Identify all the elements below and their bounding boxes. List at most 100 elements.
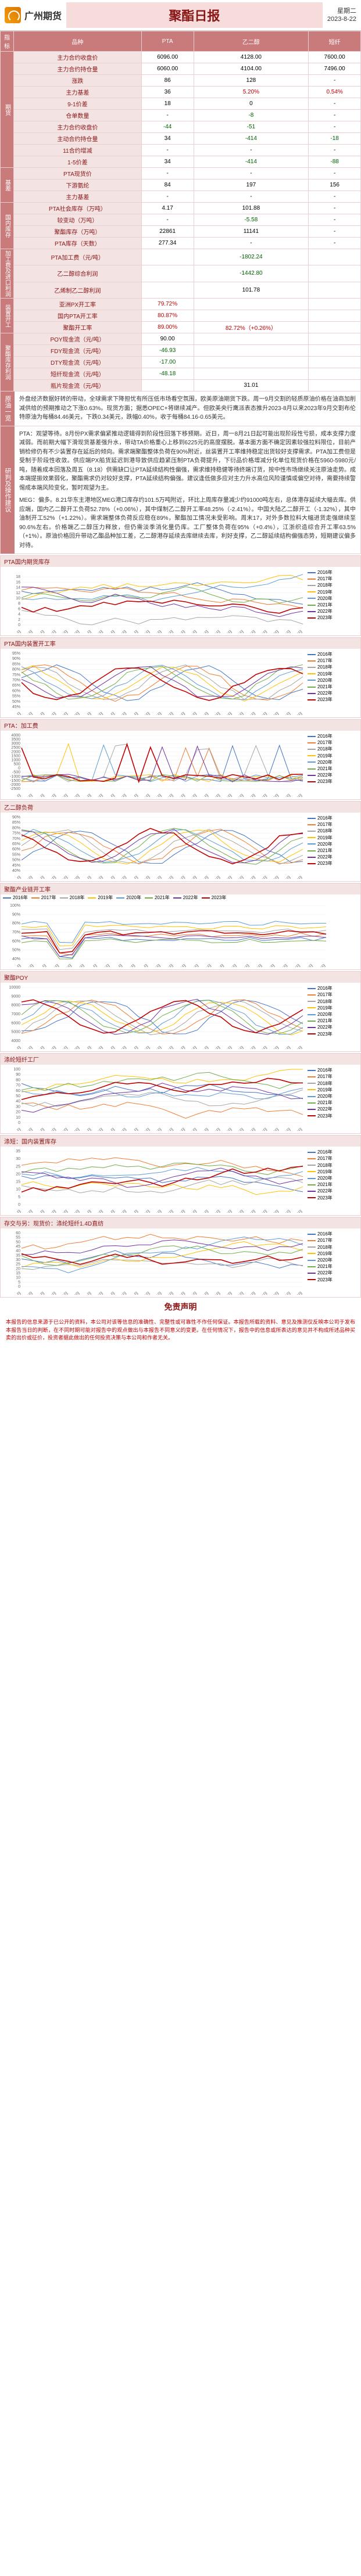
legend-item: 2021年 — [308, 1100, 333, 1106]
header: 广州期货 聚酯日报 星期二 2023-8-22 — [0, 0, 361, 31]
svg-text:15: 15 — [16, 1271, 20, 1276]
svg-text:1月1日: 1月1日 — [9, 1046, 22, 1050]
chart-canvas: 0510152025303540455055601月1日1月16日1月31日2月… — [3, 1231, 305, 1295]
svg-text:10: 10 — [16, 597, 20, 601]
cell: 4104.00 — [194, 63, 309, 75]
svg-text:4: 4 — [18, 613, 20, 617]
legend-item: 2016年 — [308, 1231, 333, 1237]
cell — [309, 310, 361, 322]
chart-title: PTA国内期货库存 — [1, 556, 360, 567]
svg-text:1月31日: 1月31日 — [33, 964, 48, 968]
legend-item: 2019年 — [308, 1087, 333, 1093]
legend-item: 2017年 — [308, 1073, 333, 1080]
legend-item: 2016年 — [3, 894, 28, 901]
legend-label: 2023年 — [317, 860, 333, 867]
row-name: 主力合约收盘价 — [14, 52, 142, 63]
cell — [309, 333, 361, 345]
cell: 82.72%（+0.26%） — [194, 322, 309, 333]
cell: - — [194, 238, 309, 249]
row-name: 仓单数量 — [14, 110, 142, 121]
legend-swatch — [308, 1096, 316, 1097]
cell — [141, 282, 194, 298]
legend-swatch — [308, 1089, 316, 1090]
legend-item: 2018年 — [308, 1244, 333, 1251]
legend-item: 2020年 — [308, 1011, 333, 1018]
legend-swatch — [308, 1027, 316, 1028]
svg-text:2月15日: 2月15日 — [46, 964, 60, 968]
svg-text:5月1日: 5月1日 — [103, 1209, 116, 1213]
svg-text:7月30日: 7月30日 — [185, 964, 200, 968]
legend-item: 2019年 — [308, 1005, 333, 1011]
svg-text:50%: 50% — [12, 858, 20, 863]
legend-item: 2018年 — [308, 582, 333, 588]
legend-label: 2023年 — [212, 894, 227, 901]
svg-text:45%: 45% — [12, 705, 20, 709]
col-header: 指标 — [1, 31, 14, 52]
row-name: 主力基差 — [14, 87, 142, 98]
cell: 128 — [194, 75, 309, 87]
svg-text:40: 40 — [16, 1249, 20, 1253]
cell: 156 — [309, 179, 361, 191]
legend-item: 2020年 — [308, 1175, 333, 1181]
legend-item: 2020年 — [308, 1257, 333, 1263]
svg-text:35: 35 — [16, 1149, 20, 1154]
analysis-label: 研判及操作建议 — [1, 426, 15, 554]
legend-item: 2018年 — [60, 894, 85, 901]
legend-label: 2022年 — [317, 1188, 333, 1194]
cell: 34 — [141, 156, 194, 168]
row-name: 主力合约持仓量 — [14, 63, 142, 75]
svg-text:6: 6 — [18, 607, 20, 611]
svg-text:80%: 80% — [12, 668, 20, 672]
legend-label: 2019年 — [317, 1087, 333, 1093]
svg-text:60: 60 — [16, 1231, 20, 1235]
legend-swatch — [308, 585, 316, 586]
legend-swatch — [308, 1001, 316, 1002]
chart-legend: 2016年2017年2018年2019年2020年2021年2022年2023年 — [305, 985, 333, 1049]
svg-text:80%: 80% — [12, 826, 20, 830]
legend-swatch — [308, 1115, 316, 1116]
legend-item: 2017年 — [308, 658, 333, 664]
legend-item: 2017年 — [31, 894, 56, 901]
legend-label: 2022年 — [317, 854, 333, 860]
legend-item: 2021年 — [308, 684, 333, 690]
row-name: 聚酯库存（万吨） — [14, 226, 142, 238]
cell — [309, 357, 361, 368]
chart-canvas: 40%45%50%55%60%65%70%75%80%85%90%1月1日1月1… — [3, 815, 305, 879]
svg-text:3月2日: 3月2日 — [56, 711, 69, 715]
legend-label: 2016年 — [317, 985, 333, 991]
cell: - — [309, 110, 361, 121]
svg-text:0: 0 — [18, 623, 20, 627]
chart-title: 聚酯POY — [1, 972, 360, 983]
legend-swatch — [308, 687, 316, 688]
cell: -1442.80 — [194, 265, 309, 282]
svg-text:75%: 75% — [12, 673, 20, 677]
chart-title: 涤短：国内装置库存 — [1, 1136, 360, 1147]
group-label: 加工费及进口利润 — [1, 249, 14, 299]
legend-swatch — [308, 1007, 316, 1008]
legend-label: 2023年 — [317, 778, 333, 785]
legend-item: 2021年 — [308, 1018, 333, 1024]
cell: - — [309, 226, 361, 238]
legend-label: 2017年 — [317, 1237, 333, 1244]
legend-swatch — [308, 617, 316, 619]
legend-swatch — [308, 591, 316, 592]
legend-swatch — [308, 761, 316, 763]
legend-label: 2022年 — [183, 894, 198, 901]
legend-label: 2021年 — [317, 602, 333, 608]
legend-label: 2022年 — [317, 1024, 333, 1030]
legend-swatch — [308, 988, 316, 989]
cell: -44 — [141, 121, 194, 133]
svg-text:20: 20 — [16, 1173, 20, 1177]
svg-text:5月1日: 5月1日 — [103, 875, 116, 879]
legend-label: 2019年 — [317, 753, 333, 759]
svg-text:9000: 9000 — [11, 995, 20, 999]
legend-swatch — [308, 768, 316, 770]
svg-text:75%: 75% — [12, 832, 20, 836]
legend-item: 2016年 — [308, 815, 333, 821]
legend-item: 2021年 — [145, 894, 170, 901]
legend-swatch — [308, 605, 316, 606]
row-name: PTA加工费（元/吨） — [14, 249, 142, 265]
disclaimer-title: 免责声明 — [0, 1298, 361, 1316]
svg-text:6月15日: 6月15日 — [148, 964, 162, 968]
legend-item: 2018年 — [308, 1080, 333, 1087]
